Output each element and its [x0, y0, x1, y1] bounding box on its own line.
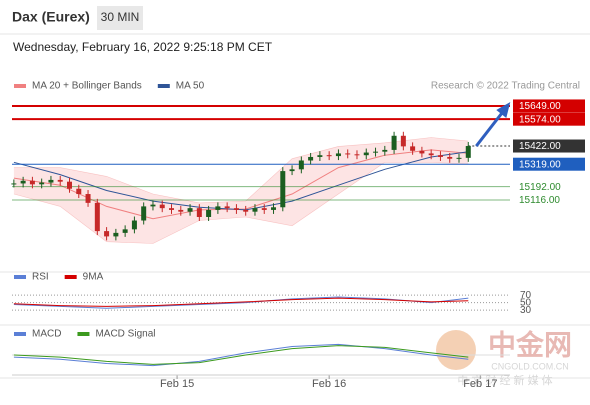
credit: Research © 2022 Trading Central — [431, 81, 580, 92]
y-tick-label: 70 — [520, 290, 532, 301]
candle — [57, 179, 63, 182]
level-tag — [513, 99, 585, 113]
legend-label: MA 20 + Bollinger Bands — [32, 81, 142, 92]
candle — [169, 208, 175, 210]
x-tick-label: Feb 17 — [463, 378, 497, 390]
level-label: 15649.00 — [519, 101, 561, 112]
indicator-line — [13, 343, 469, 367]
candle — [280, 171, 286, 208]
candle — [113, 232, 119, 237]
candle — [382, 149, 388, 152]
level-label: 15116.00 — [519, 195, 560, 206]
candle — [178, 209, 184, 212]
legend-label: MA 50 — [176, 81, 205, 92]
indicator-line — [13, 345, 469, 365]
legend-swatch — [14, 332, 26, 336]
y-tick-label: 50 — [520, 297, 532, 308]
candle — [400, 135, 406, 147]
candle — [85, 194, 91, 203]
candle — [354, 154, 360, 156]
bollinger-lower — [13, 162, 469, 244]
candle — [391, 135, 397, 150]
legend-label: 9MA — [83, 272, 104, 283]
level-tag — [513, 157, 585, 171]
level-label: 15319.00 — [519, 159, 561, 170]
candle — [271, 207, 277, 210]
candle — [159, 204, 165, 209]
candle — [48, 179, 54, 183]
level-label: 15422.00 — [519, 141, 561, 152]
candle — [410, 146, 416, 151]
candle — [335, 153, 341, 157]
y-tick-label: 30 — [520, 305, 532, 316]
candle — [29, 180, 35, 185]
candle — [20, 180, 26, 184]
level-label: 15574.00 — [519, 114, 561, 125]
forecast-arrow — [475, 109, 506, 147]
datetime: Wednesday, February 16, 2022 9:25:18 PM … — [13, 40, 273, 54]
candle — [39, 182, 45, 185]
level-tag — [513, 139, 585, 153]
interval[interactable]: 30 MIN — [101, 10, 140, 24]
candle — [196, 208, 202, 217]
candle — [298, 160, 304, 170]
legend-swatch — [14, 275, 26, 279]
legend-label: MACD — [32, 329, 61, 340]
candle — [326, 155, 332, 157]
x-tick-label: Feb 16 — [312, 378, 346, 390]
legend-swatch — [64, 275, 77, 279]
legend-swatch — [14, 84, 26, 88]
legend-label: RSI — [32, 272, 49, 283]
candle — [363, 152, 369, 156]
candle — [243, 209, 249, 212]
level-tag — [513, 112, 585, 126]
candle — [150, 204, 156, 207]
candle — [11, 183, 17, 185]
candle — [447, 156, 453, 159]
watermark-icon — [436, 330, 476, 370]
candle — [289, 169, 295, 172]
bollinger-upper — [13, 137, 469, 204]
candle — [261, 208, 267, 210]
candle — [373, 151, 379, 153]
candle — [122, 229, 128, 233]
candle — [206, 209, 212, 217]
watermark-logo: 中金网 — [488, 328, 572, 360]
candle — [233, 208, 239, 210]
candle — [465, 146, 471, 158]
watermark-url: CNGOLD.COM.CN — [491, 361, 569, 371]
candle — [141, 206, 147, 221]
candle — [66, 181, 72, 189]
legend-swatch — [157, 84, 170, 88]
legend-swatch — [77, 332, 90, 336]
candle — [419, 150, 425, 154]
candle — [345, 153, 351, 155]
candle — [94, 202, 100, 232]
candle — [317, 155, 323, 157]
interval-button[interactable] — [97, 6, 143, 30]
candle — [437, 155, 443, 157]
forecast-arrowhead — [496, 102, 511, 119]
candle — [215, 206, 221, 210]
symbol: Dax (Eurex) — [12, 9, 90, 25]
candle — [428, 153, 434, 156]
indicator-line — [13, 297, 469, 307]
candle — [224, 206, 230, 209]
watermark: 中金网 CNGOLD.COM.CN 中 文 财 经 新 媒 体 — [436, 328, 572, 387]
candle — [131, 220, 137, 230]
watermark-slogan: 中 文 财 经 新 媒 体 — [457, 373, 552, 387]
candle — [104, 231, 110, 237]
candle — [308, 156, 314, 161]
level-label: 15192.00 — [519, 182, 561, 193]
candle — [252, 208, 258, 212]
candle — [187, 208, 193, 212]
legend-label: MACD Signal — [95, 329, 155, 340]
candle — [456, 157, 462, 159]
candle — [76, 188, 82, 195]
x-tick-label: Feb 15 — [160, 378, 194, 390]
